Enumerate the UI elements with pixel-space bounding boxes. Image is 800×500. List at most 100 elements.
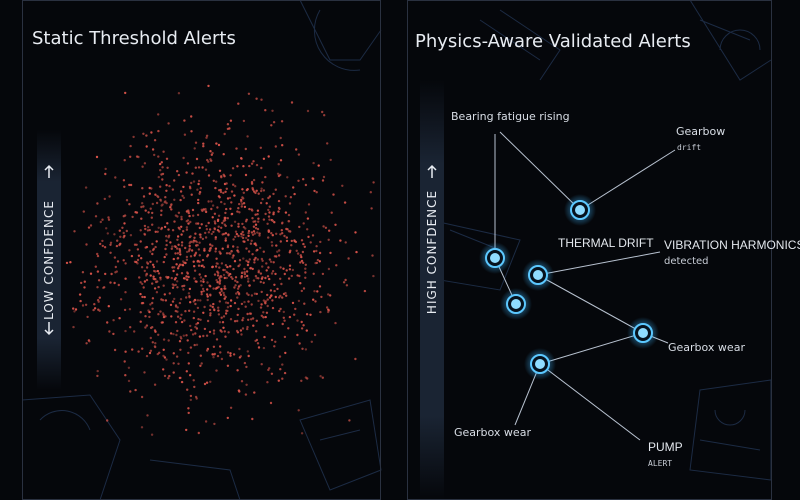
alert-dot: [236, 210, 239, 213]
alert-dot: [176, 267, 180, 270]
alert-dot: [171, 300, 175, 303]
alert-dot: [247, 293, 250, 297]
alert-dot: [327, 309, 331, 312]
alert-dot: [224, 239, 227, 242]
alert-dot: [144, 227, 147, 231]
alert-dot: [165, 189, 168, 192]
alert-dot: [73, 310, 76, 313]
alert-dot: [253, 242, 256, 246]
alert-dot: [203, 327, 207, 331]
alert-dot: [238, 390, 241, 393]
alert-dot: [165, 243, 168, 247]
alert-dot: [74, 308, 78, 311]
alert-dot: [316, 258, 320, 262]
alert-dot: [250, 231, 254, 234]
alert-dot: [149, 250, 152, 253]
alert-dot: [224, 190, 227, 193]
alert-dot: [274, 340, 277, 343]
alert-dot: [152, 275, 155, 278]
alert-dot: [202, 280, 205, 283]
alert-dot: [132, 135, 135, 139]
alert-dot: [312, 298, 315, 301]
alert-dot: [162, 348, 165, 351]
alert-dot: [247, 318, 250, 321]
alert-dot: [262, 218, 266, 221]
alert-dot: [269, 401, 273, 405]
alert-dot: [279, 240, 282, 243]
alert-dot: [324, 226, 328, 229]
alert-dot: [243, 267, 246, 271]
alert-dot: [303, 245, 306, 248]
alert-dot: [141, 165, 144, 168]
alert-dot: [197, 264, 201, 267]
alert-dot: [252, 160, 255, 163]
alert-dot: [124, 350, 127, 353]
alert-dot: [140, 205, 143, 209]
alert-dot: [232, 245, 235, 248]
node-label: Bearing fatigue rising: [451, 110, 570, 123]
alert-dot: [271, 234, 274, 237]
alert-dot: [78, 293, 82, 296]
alert-dot: [329, 294, 332, 297]
alert-dot: [162, 368, 165, 371]
alert-dot: [181, 285, 184, 288]
alert-dot: [209, 380, 212, 383]
alert-dot: [297, 409, 300, 412]
alert-dot: [235, 147, 238, 150]
alert-dot: [271, 270, 275, 273]
alert-dot: [124, 374, 127, 377]
alert-dot: [99, 242, 102, 246]
alert-dot: [196, 222, 200, 225]
alert-dot: [323, 114, 326, 117]
alert-dot: [216, 219, 220, 223]
alert-dot: [243, 205, 247, 209]
alert-dot: [142, 195, 146, 198]
alert-dot: [274, 188, 277, 191]
alert-dot: [206, 288, 209, 291]
alert-dot: [114, 271, 117, 274]
alert-dot: [232, 267, 235, 271]
alert-dot: [162, 354, 165, 358]
alert-dot: [264, 109, 267, 112]
alert-dot: [81, 271, 85, 274]
alert-dot: [141, 347, 144, 350]
alert-dot: [301, 261, 305, 264]
alert-dot: [224, 237, 227, 240]
alert-dot: [205, 224, 208, 228]
alert-dot: [197, 318, 200, 321]
alert-dot: [269, 289, 273, 292]
alert-dot: [139, 292, 142, 296]
alert-dot: [167, 234, 171, 237]
alert-dot: [344, 241, 347, 244]
alert-dot: [185, 226, 189, 229]
alert-dot: [354, 231, 357, 234]
alert-dot: [145, 278, 149, 282]
alert-dot: [246, 312, 249, 316]
alert-dot: [237, 234, 240, 238]
alert-dot: [178, 227, 181, 231]
alert-dot: [315, 249, 318, 253]
alert-dot: [218, 169, 222, 172]
alert-dot: [220, 330, 223, 333]
alert-dot: [221, 221, 224, 225]
alert-dot: [202, 145, 205, 148]
alert-dot: [107, 218, 111, 221]
alert-dot: [247, 280, 250, 283]
alert-dot: [186, 339, 189, 342]
alert-dot: [123, 214, 127, 217]
alert-dot: [322, 175, 326, 179]
node-sublabel: detected: [664, 256, 709, 267]
alert-dot: [245, 292, 249, 295]
alert-dot: [272, 211, 275, 214]
alert-dot: [170, 315, 173, 318]
alert-dot: [211, 244, 214, 247]
alert-dot: [319, 375, 322, 378]
alert-dot: [226, 416, 229, 420]
alert-dot: [315, 245, 318, 248]
alert-dot: [246, 263, 250, 267]
alert-dot: [144, 274, 148, 277]
alert-dot: [240, 276, 243, 279]
alert-dot: [251, 253, 254, 256]
alert-dot: [284, 291, 287, 295]
alert-dot: [179, 348, 182, 351]
